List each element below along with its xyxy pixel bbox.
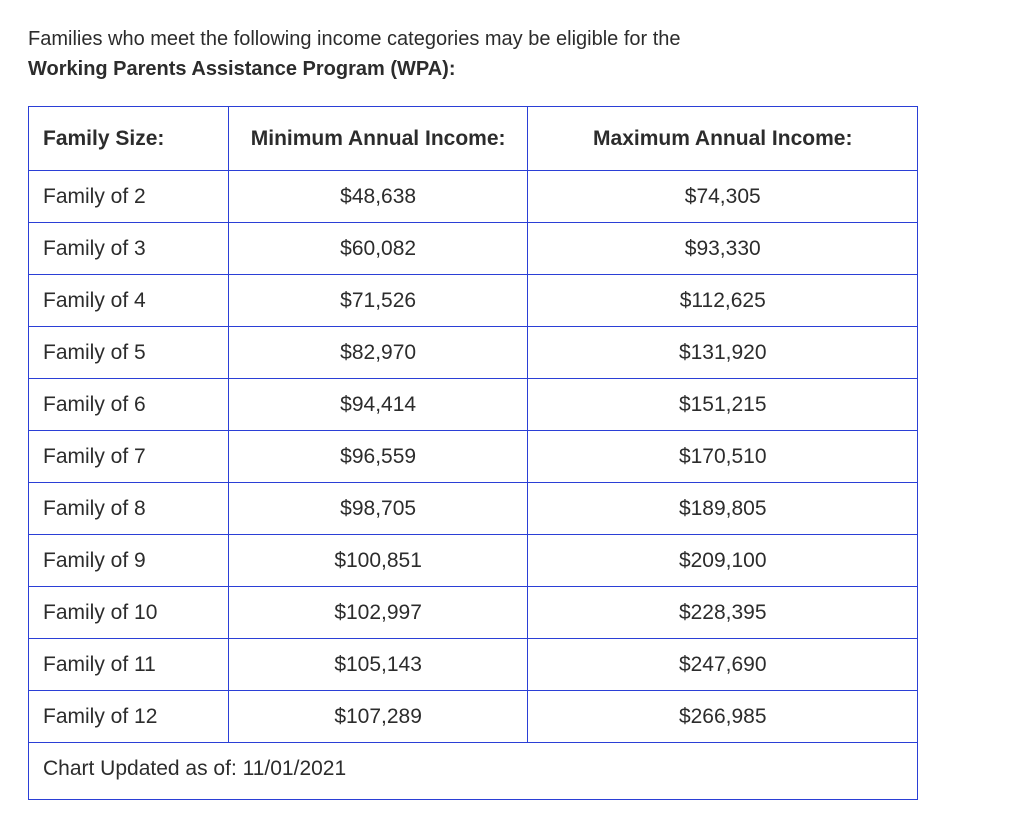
table-row: Family of 3 $60,082 $93,330 [29, 223, 918, 275]
cell-family-size: Family of 12 [29, 691, 229, 743]
table-footer-row: Chart Updated as of: 11/01/2021 [29, 743, 918, 800]
cell-min-income: $71,526 [228, 275, 528, 327]
cell-family-size: Family of 6 [29, 379, 229, 431]
cell-family-size: Family of 3 [29, 223, 229, 275]
cell-family-size: Family of 11 [29, 639, 229, 691]
table-row: Family of 6 $94,414 $151,215 [29, 379, 918, 431]
cell-max-income: $189,805 [528, 483, 918, 535]
column-header-max-income: Maximum Annual Income: [528, 107, 918, 171]
income-eligibility-table: Family Size: Minimum Annual Income: Maxi… [28, 106, 918, 800]
cell-max-income: $209,100 [528, 535, 918, 587]
column-header-min-income: Minimum Annual Income: [228, 107, 528, 171]
cell-family-size: Family of 10 [29, 587, 229, 639]
cell-family-size: Family of 9 [29, 535, 229, 587]
table-row: Family of 9 $100,851 $209,100 [29, 535, 918, 587]
cell-max-income: $74,305 [528, 171, 918, 223]
cell-max-income: $112,625 [528, 275, 918, 327]
cell-family-size: Family of 2 [29, 171, 229, 223]
cell-max-income: $131,920 [528, 327, 918, 379]
cell-family-size: Family of 4 [29, 275, 229, 327]
intro-lead-text: Families who meet the following income c… [28, 28, 681, 50]
cell-min-income: $96,559 [228, 431, 528, 483]
cell-min-income: $60,082 [228, 223, 528, 275]
cell-max-income: $151,215 [528, 379, 918, 431]
table-row: Family of 7 $96,559 $170,510 [29, 431, 918, 483]
cell-min-income: $48,638 [228, 171, 528, 223]
chart-updated-note: Chart Updated as of: 11/01/2021 [29, 743, 918, 800]
cell-max-income: $247,690 [528, 639, 918, 691]
cell-max-income: $170,510 [528, 431, 918, 483]
table-row: Family of 11 $105,143 $247,690 [29, 639, 918, 691]
table-row: Family of 8 $98,705 $189,805 [29, 483, 918, 535]
cell-family-size: Family of 7 [29, 431, 229, 483]
cell-min-income: $94,414 [228, 379, 528, 431]
cell-min-income: $98,705 [228, 483, 528, 535]
table-row: Family of 4 $71,526 $112,625 [29, 275, 918, 327]
cell-min-income: $82,970 [228, 327, 528, 379]
table-row: Family of 12 $107,289 $266,985 [29, 691, 918, 743]
table-row: Family of 2 $48,638 $74,305 [29, 171, 918, 223]
cell-min-income: $102,997 [228, 587, 528, 639]
cell-max-income: $93,330 [528, 223, 918, 275]
intro-paragraph: Families who meet the following income c… [28, 24, 996, 84]
program-name: Working Parents Assistance Program (WPA)… [28, 58, 456, 80]
cell-family-size: Family of 5 [29, 327, 229, 379]
cell-max-income: $228,395 [528, 587, 918, 639]
table-row: Family of 10 $102,997 $228,395 [29, 587, 918, 639]
column-header-family-size: Family Size: [29, 107, 229, 171]
cell-family-size: Family of 8 [29, 483, 229, 535]
cell-min-income: $105,143 [228, 639, 528, 691]
cell-min-income: $100,851 [228, 535, 528, 587]
table-body: Family of 2 $48,638 $74,305 Family of 3 … [29, 171, 918, 800]
cell-max-income: $266,985 [528, 691, 918, 743]
table-header-row: Family Size: Minimum Annual Income: Maxi… [29, 107, 918, 171]
table-row: Family of 5 $82,970 $131,920 [29, 327, 918, 379]
cell-min-income: $107,289 [228, 691, 528, 743]
